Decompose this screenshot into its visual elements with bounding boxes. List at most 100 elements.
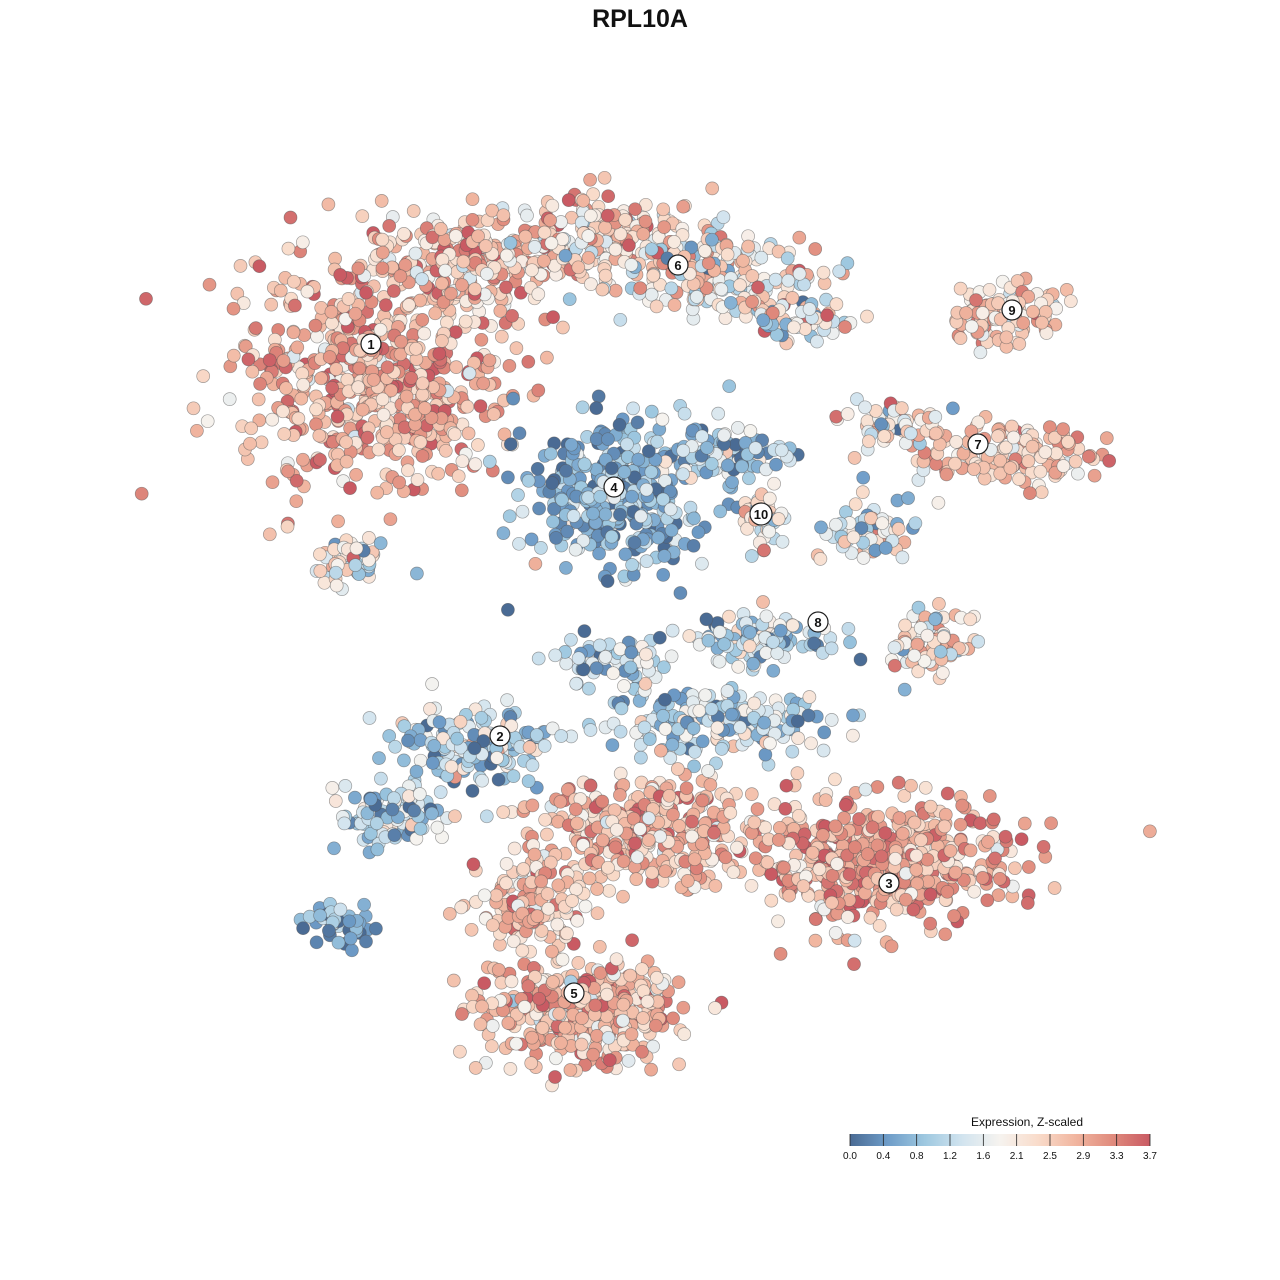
cell-point bbox=[340, 372, 355, 387]
cell-point bbox=[593, 966, 608, 980]
cell-point bbox=[566, 509, 581, 523]
cluster-label-10: 10 bbox=[749, 502, 773, 526]
cell-point bbox=[196, 369, 211, 383]
cell-point bbox=[708, 879, 723, 893]
cell-point bbox=[309, 935, 324, 950]
cell-point bbox=[777, 860, 791, 875]
cell-point bbox=[717, 637, 732, 651]
cell-point bbox=[1056, 459, 1071, 473]
cell-point bbox=[714, 742, 729, 756]
svg-text:2: 2 bbox=[496, 729, 503, 744]
cell-point bbox=[521, 354, 536, 369]
cell-point bbox=[363, 792, 378, 806]
cell-point bbox=[515, 504, 530, 519]
cell-point bbox=[503, 1062, 518, 1076]
cell-point bbox=[722, 609, 736, 624]
cell-point bbox=[634, 509, 648, 524]
cell-point bbox=[1012, 337, 1027, 351]
cell-point bbox=[600, 987, 614, 1002]
cell-point bbox=[425, 677, 439, 691]
cell-point bbox=[991, 429, 1005, 443]
cell-point bbox=[545, 198, 560, 213]
cell-point bbox=[402, 298, 416, 312]
cluster-label-1: 1 bbox=[360, 333, 382, 355]
cell-point bbox=[530, 461, 545, 476]
cell-point bbox=[612, 417, 627, 432]
cell-point bbox=[988, 851, 1002, 866]
cell-point bbox=[289, 473, 304, 488]
cell-point bbox=[872, 918, 887, 933]
cell-point bbox=[598, 220, 612, 235]
cell-point bbox=[825, 868, 840, 883]
cell-point bbox=[904, 778, 918, 793]
cell-point bbox=[525, 1030, 539, 1045]
cell-point bbox=[351, 261, 366, 276]
cell-point bbox=[634, 750, 648, 765]
cell-point bbox=[705, 232, 719, 247]
cell-point bbox=[609, 822, 624, 837]
cell-point bbox=[448, 325, 463, 339]
cell-point bbox=[658, 864, 673, 879]
cell-point bbox=[816, 265, 831, 280]
cell-point bbox=[458, 314, 473, 329]
cell-point bbox=[650, 434, 665, 449]
cell-point bbox=[591, 389, 606, 404]
cell-point bbox=[338, 779, 353, 793]
cell-point bbox=[641, 811, 656, 826]
cell-point bbox=[695, 793, 710, 808]
cell-point bbox=[828, 772, 842, 787]
cell-point bbox=[963, 843, 978, 858]
cell-point bbox=[973, 345, 988, 360]
cell-point bbox=[1038, 445, 1053, 459]
legend-tick-label: 3.3 bbox=[1110, 1151, 1124, 1162]
cell-point bbox=[576, 193, 591, 208]
cell-point bbox=[584, 277, 598, 291]
cell-point bbox=[808, 933, 823, 948]
cell-point bbox=[625, 933, 639, 948]
cell-point bbox=[920, 628, 935, 643]
cell-point bbox=[948, 865, 963, 880]
cell-point bbox=[812, 862, 827, 876]
cell-point bbox=[1021, 454, 1036, 468]
cell-point bbox=[982, 789, 997, 803]
cell-point bbox=[337, 816, 352, 831]
cell-point bbox=[600, 208, 615, 223]
cell-point bbox=[909, 848, 924, 863]
cell-point bbox=[923, 799, 938, 814]
cell-point bbox=[582, 681, 596, 696]
cell-point bbox=[186, 401, 201, 416]
cell-point bbox=[705, 181, 720, 196]
cell-point bbox=[792, 266, 807, 281]
cell-point bbox=[538, 812, 552, 827]
cell-point bbox=[601, 860, 615, 875]
cell-point bbox=[633, 281, 648, 295]
cell-point bbox=[613, 227, 628, 241]
cell-point bbox=[524, 1056, 539, 1070]
cell-point bbox=[537, 225, 552, 240]
cell-point bbox=[742, 639, 757, 653]
cell-point bbox=[782, 888, 797, 903]
cell-point bbox=[846, 708, 860, 723]
cell-point bbox=[552, 1006, 566, 1021]
cell-point bbox=[695, 837, 709, 851]
cell-point bbox=[548, 1070, 562, 1084]
cell-point bbox=[679, 781, 694, 796]
cell-point bbox=[624, 258, 639, 272]
cell-point bbox=[583, 172, 597, 187]
cell-point bbox=[762, 491, 777, 506]
cell-point bbox=[1012, 472, 1026, 486]
cell-point bbox=[245, 364, 260, 379]
cell-point bbox=[664, 281, 679, 296]
cell-point bbox=[624, 645, 639, 660]
cell-point bbox=[865, 820, 880, 835]
cell-point bbox=[687, 511, 701, 526]
cell-point bbox=[460, 399, 475, 414]
cell-point bbox=[577, 457, 592, 471]
cell-point bbox=[771, 833, 786, 847]
cluster-label-6: 6 bbox=[667, 254, 689, 276]
cell-point bbox=[1056, 422, 1070, 436]
cell-point bbox=[644, 287, 659, 302]
cell-point bbox=[909, 862, 924, 877]
cluster-label-3: 3 bbox=[878, 872, 900, 894]
